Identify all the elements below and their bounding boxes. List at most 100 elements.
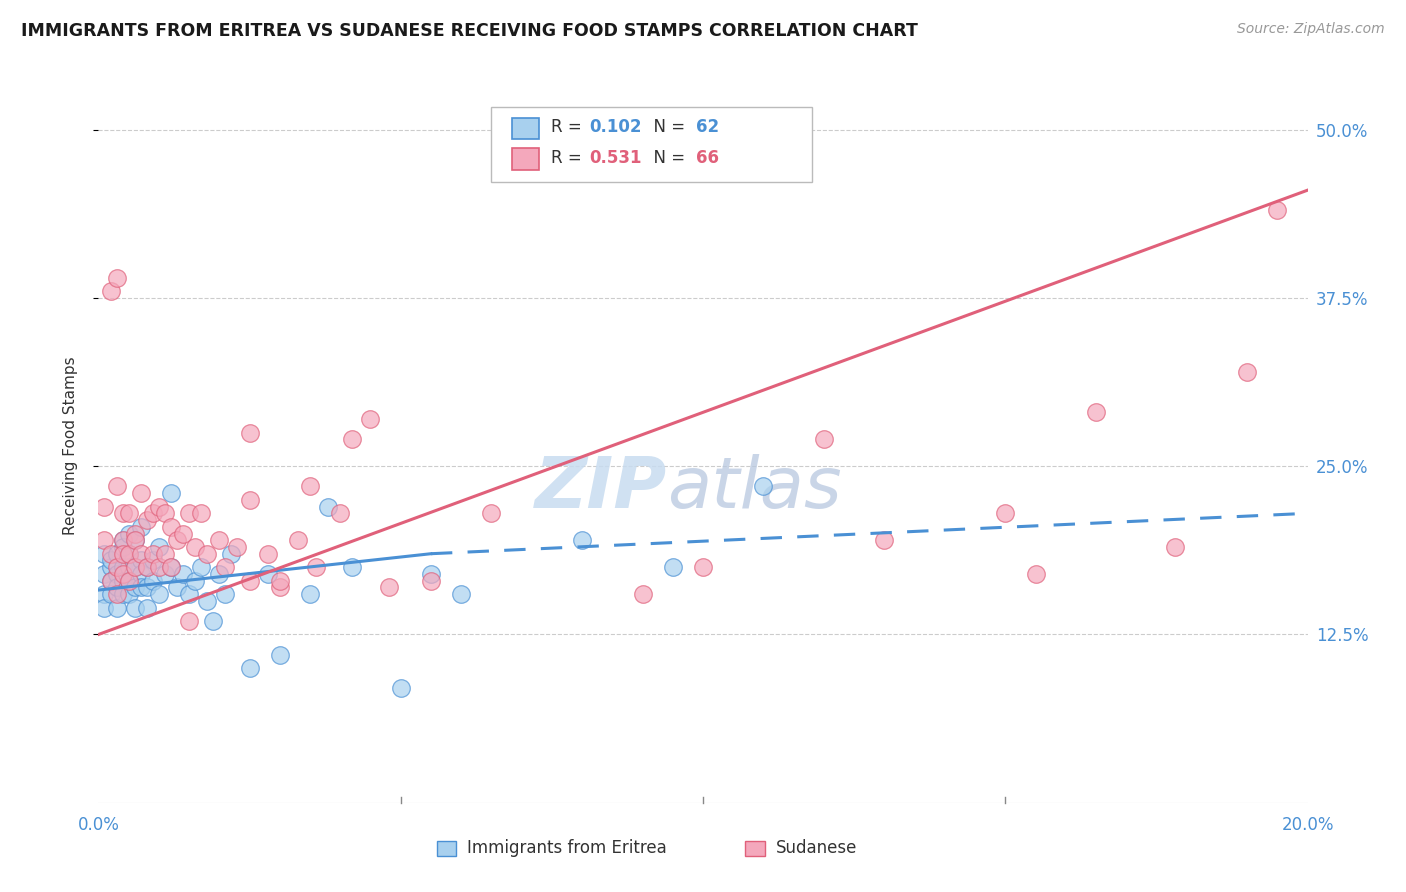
Point	[142, 506, 165, 520]
Point	[1085, 405, 1108, 419]
Point	[111, 560, 134, 574]
Point	[111, 566, 134, 581]
Point	[269, 648, 291, 662]
Point	[142, 547, 165, 561]
FancyBboxPatch shape	[512, 148, 538, 169]
Point	[752, 479, 775, 493]
Point	[129, 566, 152, 581]
Text: 62: 62	[696, 118, 718, 136]
Point	[239, 574, 262, 588]
Point	[118, 560, 141, 574]
Point	[179, 587, 201, 601]
Point	[93, 500, 115, 514]
Point	[111, 506, 134, 520]
Point	[692, 560, 714, 574]
Point	[111, 533, 134, 548]
Point	[118, 574, 141, 588]
Point	[153, 506, 176, 520]
Point	[287, 533, 309, 548]
Point	[105, 600, 128, 615]
Point	[450, 587, 472, 601]
Point	[571, 533, 593, 548]
Point	[1024, 566, 1046, 581]
Point	[100, 560, 122, 574]
Point	[111, 547, 134, 561]
Point	[160, 560, 183, 574]
Point	[142, 553, 165, 567]
Point	[153, 547, 176, 561]
Point	[239, 492, 262, 507]
Point	[93, 600, 115, 615]
Point	[179, 506, 201, 520]
Point	[1267, 203, 1289, 218]
Point	[256, 547, 278, 561]
Point	[135, 600, 157, 615]
Point	[153, 566, 176, 581]
Point	[184, 574, 207, 588]
Point	[111, 540, 134, 554]
Point	[190, 506, 212, 520]
Point	[873, 533, 896, 548]
Point	[420, 574, 443, 588]
Point	[342, 560, 364, 574]
Point	[105, 566, 128, 581]
Point	[124, 560, 146, 574]
Point	[124, 526, 146, 541]
Point	[239, 425, 262, 440]
Point	[342, 432, 364, 446]
Point	[239, 661, 262, 675]
Point	[195, 547, 218, 561]
Point	[299, 587, 322, 601]
Point	[389, 681, 412, 696]
Point	[118, 547, 141, 561]
Point	[269, 580, 291, 594]
Point	[111, 574, 134, 588]
Point	[148, 587, 170, 601]
Point	[160, 560, 183, 574]
Point	[129, 580, 152, 594]
Point	[124, 600, 146, 615]
Point	[148, 540, 170, 554]
Y-axis label: Receiving Food Stamps: Receiving Food Stamps	[63, 357, 77, 535]
Point	[129, 547, 152, 561]
Text: R =: R =	[551, 118, 586, 136]
Point	[118, 574, 141, 588]
Point	[124, 580, 146, 594]
Point	[190, 560, 212, 574]
Point	[305, 560, 328, 574]
Point	[105, 547, 128, 561]
Point	[377, 580, 399, 594]
Text: R =: R =	[551, 150, 586, 168]
Point	[166, 580, 188, 594]
Point	[105, 587, 128, 601]
Point	[179, 614, 201, 628]
Point	[135, 560, 157, 574]
Point	[105, 270, 128, 285]
Point	[100, 547, 122, 561]
Point	[118, 547, 141, 561]
Point	[111, 533, 134, 548]
Point	[994, 506, 1017, 520]
Point	[135, 513, 157, 527]
Point	[129, 553, 152, 567]
Point	[93, 587, 115, 601]
Point	[124, 560, 146, 574]
Point	[360, 412, 382, 426]
Text: Source: ZipAtlas.com: Source: ZipAtlas.com	[1237, 22, 1385, 37]
Point	[256, 566, 278, 581]
Point	[208, 566, 231, 581]
Point	[118, 526, 141, 541]
Point	[148, 500, 170, 514]
Text: ZIP: ZIP	[534, 454, 666, 524]
Point	[93, 547, 115, 561]
Point	[329, 506, 352, 520]
Text: atlas: atlas	[666, 454, 841, 524]
Point	[118, 506, 141, 520]
Point	[135, 580, 157, 594]
Point	[214, 560, 236, 574]
Text: 0.531: 0.531	[589, 150, 641, 168]
FancyBboxPatch shape	[492, 107, 811, 182]
Point	[184, 540, 207, 554]
Point	[148, 560, 170, 574]
Text: 0.102: 0.102	[589, 118, 641, 136]
